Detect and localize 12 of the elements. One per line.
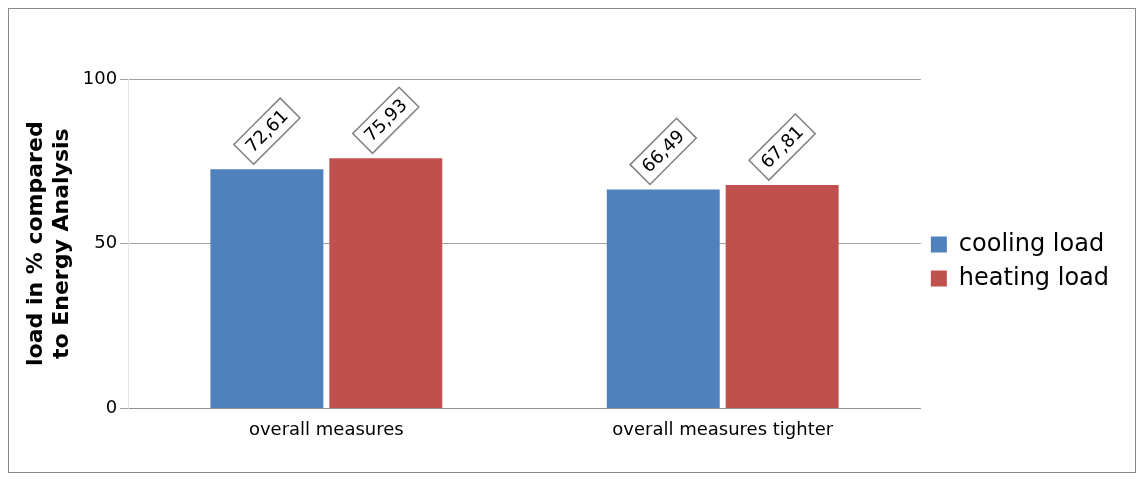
bar (725, 185, 839, 408)
y-axis-title: load in % compared to Energy Analysis (21, 121, 74, 367)
bar (606, 189, 720, 408)
x-tick-label: overall measures tighter (612, 417, 834, 439)
bar (210, 169, 324, 408)
bar (329, 158, 443, 408)
y-tick-label: 50 (94, 231, 118, 253)
legend-label: heating load (958, 262, 1110, 291)
y-tick-label: 100 (82, 66, 118, 88)
y-tick-label: 0 (105, 396, 118, 418)
legend-label: cooling load (958, 228, 1105, 257)
x-tick-label: overall measures (248, 417, 404, 439)
